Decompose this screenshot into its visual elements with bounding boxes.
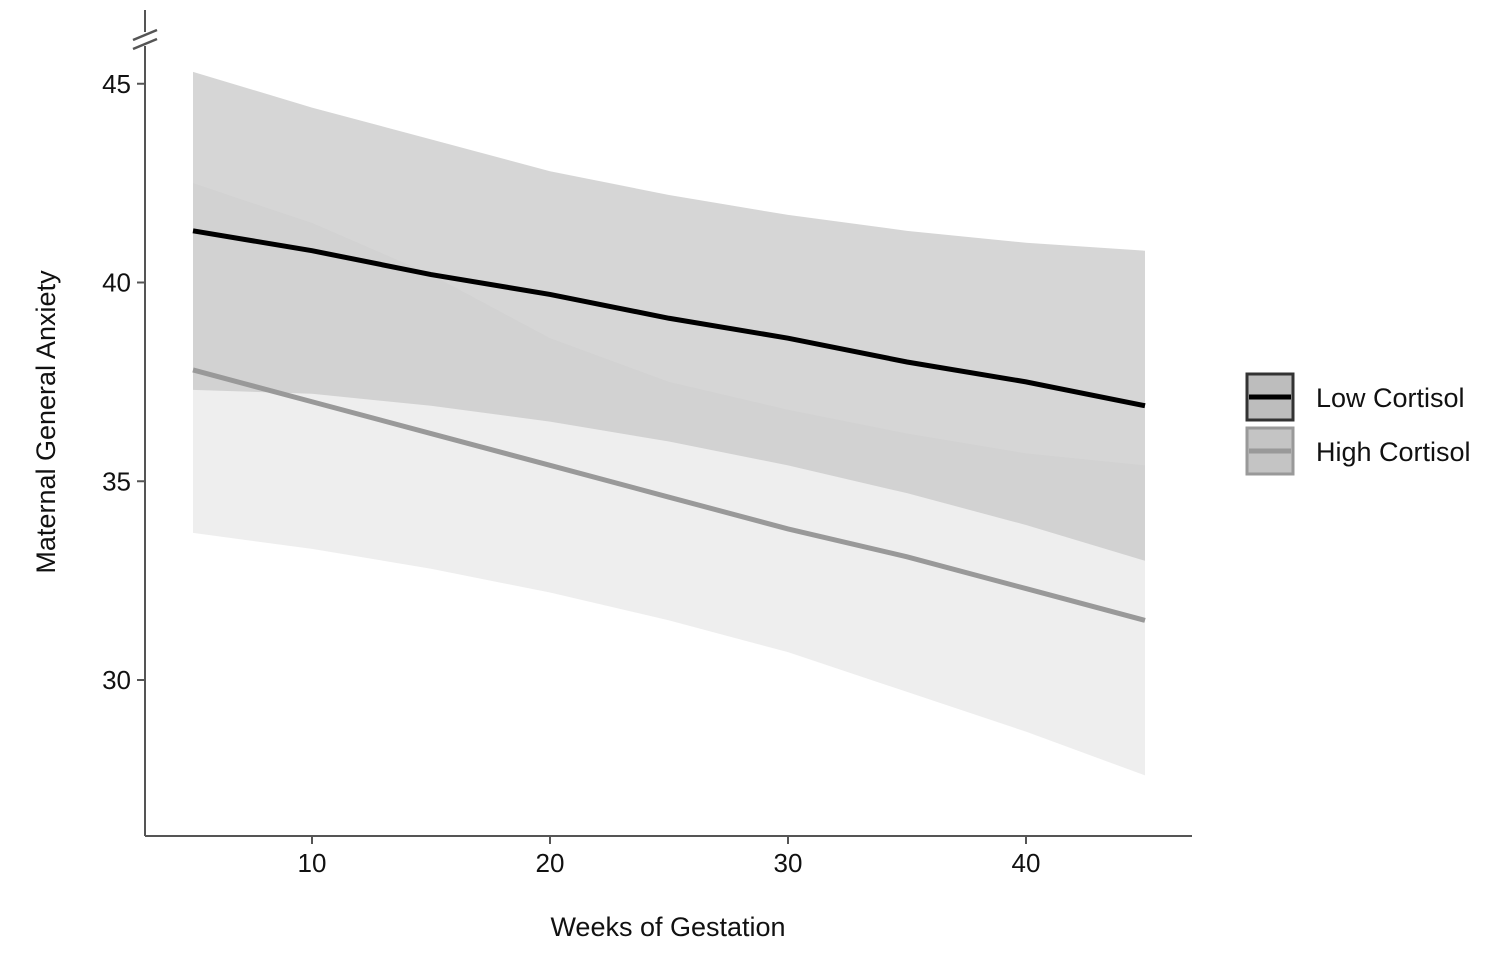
y-axis-ticks: 30 35 40 45 (102, 69, 145, 695)
y-tick-label: 45 (102, 69, 131, 99)
axes (131, 10, 1192, 837)
y-tick-label: 35 (102, 466, 131, 496)
legend-item-high-cortisol: High Cortisol (1245, 426, 1471, 476)
series-lines (192, 228, 1146, 623)
y-tick-label: 30 (102, 665, 131, 695)
x-tick-label: 10 (298, 848, 327, 878)
legend-label-low-cortisol: Low Cortisol (1316, 383, 1465, 413)
axis-break-gap (131, 32, 159, 46)
x-tick-label: 40 (1012, 848, 1041, 878)
x-tick-label: 30 (774, 848, 803, 878)
legend: Low Cortisol High Cortisol (1245, 372, 1471, 476)
axis-break-mark-2 (132, 37, 158, 51)
legend-label-high-cortisol: High Cortisol (1316, 437, 1471, 467)
legend-item-low-cortisol: Low Cortisol (1245, 372, 1465, 422)
series-line-high-cortisol (192, 367, 1146, 623)
axis-break-mark-1 (132, 28, 158, 42)
y-tick-label: 40 (102, 268, 131, 298)
x-axis-title: Weeks of Gestation (550, 912, 785, 942)
x-axis-ticks: 10 20 30 40 (298, 836, 1041, 878)
y-axis-title: Maternal General Anxiety (31, 270, 61, 574)
series-line-low-cortisol (192, 228, 1146, 409)
x-tick-label: 20 (536, 848, 565, 878)
